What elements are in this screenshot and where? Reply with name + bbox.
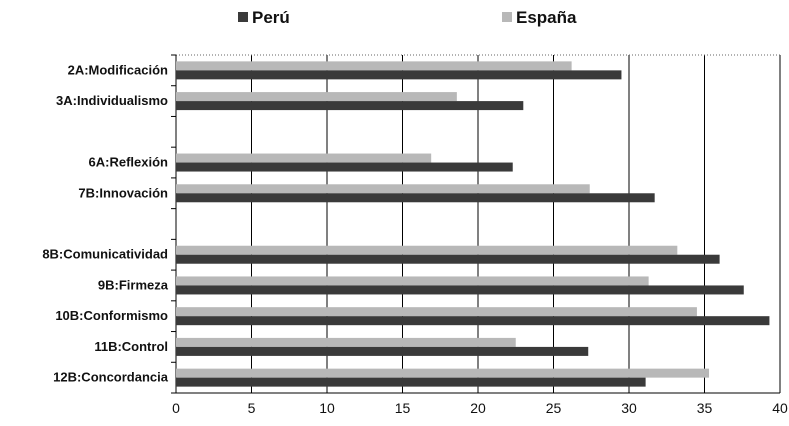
x-tick-label-25: 25 (546, 400, 562, 416)
bar-espana-6 (176, 245, 678, 255)
plot-area: 0 5 10 15 20 25 30 35 40 2A:Modificación 3A:Indivi… (42, 54, 788, 416)
x-tick-label-15: 15 (395, 400, 411, 416)
legend-label-espana: España (516, 8, 577, 27)
bar-espana-4 (176, 184, 590, 194)
bar-peru-3 (176, 162, 513, 172)
bar-peru-6 (176, 254, 720, 264)
category-label-8: 10B:Conformismo (55, 308, 168, 323)
bar-espana-10 (176, 368, 710, 378)
x-tick-label-10: 10 (319, 400, 335, 416)
legend-label-peru: Perú (252, 8, 290, 27)
category-label-10: 12B:Concordancia (53, 370, 169, 385)
bar-peru-7 (176, 285, 744, 295)
x-tick-label-35: 35 (697, 400, 713, 416)
bar-espana-7 (176, 276, 649, 286)
legend-swatch-peru (238, 12, 248, 22)
x-tick-label-0: 0 (172, 400, 180, 416)
legend-swatch-espana (502, 12, 512, 22)
x-tick-label-5: 5 (248, 400, 256, 416)
bar-peru-1 (176, 101, 524, 111)
legend: Perú España (238, 8, 577, 27)
x-tick-label-40: 40 (772, 400, 788, 416)
bar-espana-3 (176, 153, 432, 163)
category-label-3: 6A:Reflexión (89, 155, 169, 170)
x-tick-label-20: 20 (470, 400, 486, 416)
bar-peru-8 (176, 316, 770, 326)
category-label-6: 8B:Comunicatividad (42, 247, 168, 262)
bar-espana-9 (176, 337, 516, 347)
x-tick-label-30: 30 (621, 400, 637, 416)
bar-peru-4 (176, 193, 655, 203)
bar-peru-10 (176, 377, 646, 387)
category-label-4: 7B:Innovación (78, 185, 168, 200)
category-label-0: 2A:Modificación (68, 62, 168, 77)
bar-espana-1 (176, 92, 457, 102)
bar-peru-0 (176, 70, 622, 80)
bar-espana-8 (176, 307, 697, 317)
category-label-1: 3A:Individualismo (56, 93, 168, 108)
category-label-7: 9B:Firmeza (98, 277, 169, 292)
bar-peru-9 (176, 346, 589, 356)
category-label-9: 11B:Control (94, 339, 168, 354)
bar-espana-0 (176, 61, 572, 71)
